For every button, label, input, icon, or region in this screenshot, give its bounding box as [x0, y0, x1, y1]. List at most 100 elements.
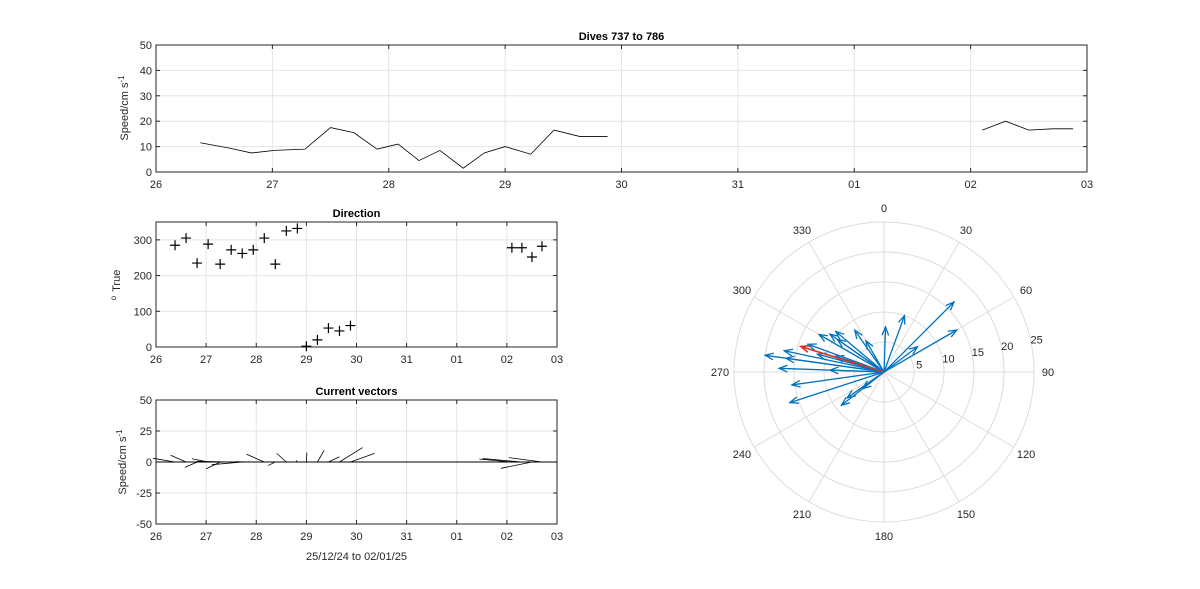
direction-point	[516, 242, 527, 253]
x-tick-label: 28	[250, 531, 262, 543]
polar-arrow	[883, 346, 918, 373]
polar-arrow	[789, 371, 885, 404]
polar-arrow-head	[898, 313, 906, 325]
polar-spoke	[808, 371, 885, 503]
polar-angle-label: 240	[733, 449, 751, 461]
polar-arrow	[883, 315, 906, 373]
polar-radius-label: 25	[1030, 335, 1042, 347]
polar-mean-arrow	[800, 345, 885, 373]
polar-arrow	[818, 333, 885, 373]
polar-arrow-head	[790, 379, 801, 388]
y-axis-label-superscript: -1	[117, 75, 126, 83]
polar-angle-label: 180	[875, 531, 893, 543]
y-tick-label: 100	[134, 306, 152, 318]
x-tick-label: 03	[551, 531, 563, 543]
y-tick-label: 40	[140, 65, 152, 77]
polar-rose-axes: 0 30 60 90 120 150 180 210 240 270 300 330 5 10 15 20 25	[711, 203, 1054, 543]
y-axis-label: Speed/cm s-1	[117, 75, 132, 141]
direction-point	[323, 323, 334, 334]
polar-arrow	[765, 354, 885, 373]
polar-arrow-head	[828, 333, 839, 343]
y-axis-label-text: Speed/cm s	[117, 436, 129, 495]
current-stick	[196, 460, 232, 463]
current-stick	[184, 461, 198, 468]
polar-arrow-head	[945, 300, 956, 311]
polar-angle-label: 60	[1020, 285, 1032, 297]
polar-arrow	[883, 327, 887, 373]
x-tick-label: 29	[300, 354, 312, 366]
direction-point	[181, 233, 192, 244]
x-tick-label: 30	[350, 354, 362, 366]
polar-radius-label: 15	[972, 347, 984, 359]
polar-radius-label: 5	[916, 360, 922, 372]
y-axis-label: Speed/cm s-1	[115, 429, 130, 495]
x-tick-label: 01	[451, 531, 463, 543]
polar-angle-label: 270	[711, 367, 729, 379]
y-tick-label: 50	[140, 395, 152, 407]
polar-arrow	[865, 340, 885, 373]
polar-arrow	[829, 333, 885, 373]
x-tick-label: 29	[300, 531, 312, 543]
polar-arrow-head	[881, 325, 890, 336]
y-tick-label: 300	[134, 235, 152, 247]
y-tick-label: -25	[136, 488, 152, 500]
y-axis-label-superscript: -1	[115, 429, 124, 437]
polar-arrow	[854, 329, 885, 373]
polar-arrow-head	[947, 329, 959, 338]
polar-angle-label: 120	[1017, 449, 1035, 461]
current-stick	[305, 452, 308, 463]
polar-angle-label: 0	[881, 203, 887, 215]
polar-arrow-head	[788, 396, 799, 404]
y-axis-label-text: Speed/cm s	[119, 82, 131, 141]
polar-arrow-head	[853, 328, 863, 340]
polar-arrow	[835, 331, 885, 373]
direction-point	[334, 325, 345, 336]
polar-radius-label: 10	[942, 353, 954, 365]
polar-angle-label: 90	[1042, 367, 1054, 379]
polar-angle-label: 300	[733, 285, 751, 297]
current-stick	[152, 457, 176, 463]
x-tick-label: 28	[250, 354, 262, 366]
polar-spoke	[883, 371, 960, 503]
direction-point	[170, 240, 181, 251]
current-stick	[339, 447, 363, 463]
direction-point	[292, 223, 303, 234]
x-tick-label: 31	[401, 531, 413, 543]
direction-point	[259, 233, 270, 244]
current-stick	[500, 461, 533, 469]
polar-arrow	[791, 371, 885, 386]
direction-point	[248, 244, 259, 255]
direction-point	[270, 259, 281, 270]
polar-arrow-head	[861, 380, 872, 390]
polar-arrow-head	[828, 366, 839, 375]
chart-title: Current vectors	[316, 386, 398, 398]
polar-arrow-head	[817, 333, 829, 342]
direction-point	[506, 242, 517, 253]
direction-axes: 26 27 28 29 30 31 01 02 03 0 100 200 300 Direction o Tr…	[109, 208, 564, 366]
current-stick	[246, 453, 265, 463]
current-stick	[211, 461, 243, 466]
x-tick-label: 26	[150, 354, 162, 366]
current-stick	[276, 453, 287, 463]
x-tick-label: 29	[499, 179, 511, 191]
current-stick	[170, 454, 187, 463]
current-stick	[205, 461, 221, 470]
x-tick-label: 03	[1081, 179, 1093, 191]
y-tick-label: 25	[140, 426, 152, 438]
x-tick-label: 31	[732, 179, 744, 191]
polar-arrow-head	[865, 339, 874, 350]
direction-point	[281, 225, 292, 236]
current-stick	[482, 458, 522, 463]
x-axis-label: 25/12/24 to 02/01/25	[306, 551, 407, 563]
speed-series-line	[200, 127, 608, 169]
direction-point	[226, 244, 237, 255]
polar-spoke	[883, 371, 1015, 448]
x-tick-label: 31	[401, 354, 413, 366]
polar-angle-label: 150	[957, 509, 975, 521]
polar-arrow	[862, 371, 885, 390]
x-tick-label: 02	[965, 179, 977, 191]
x-tick-label: 01	[451, 354, 463, 366]
current-stick	[317, 450, 325, 463]
